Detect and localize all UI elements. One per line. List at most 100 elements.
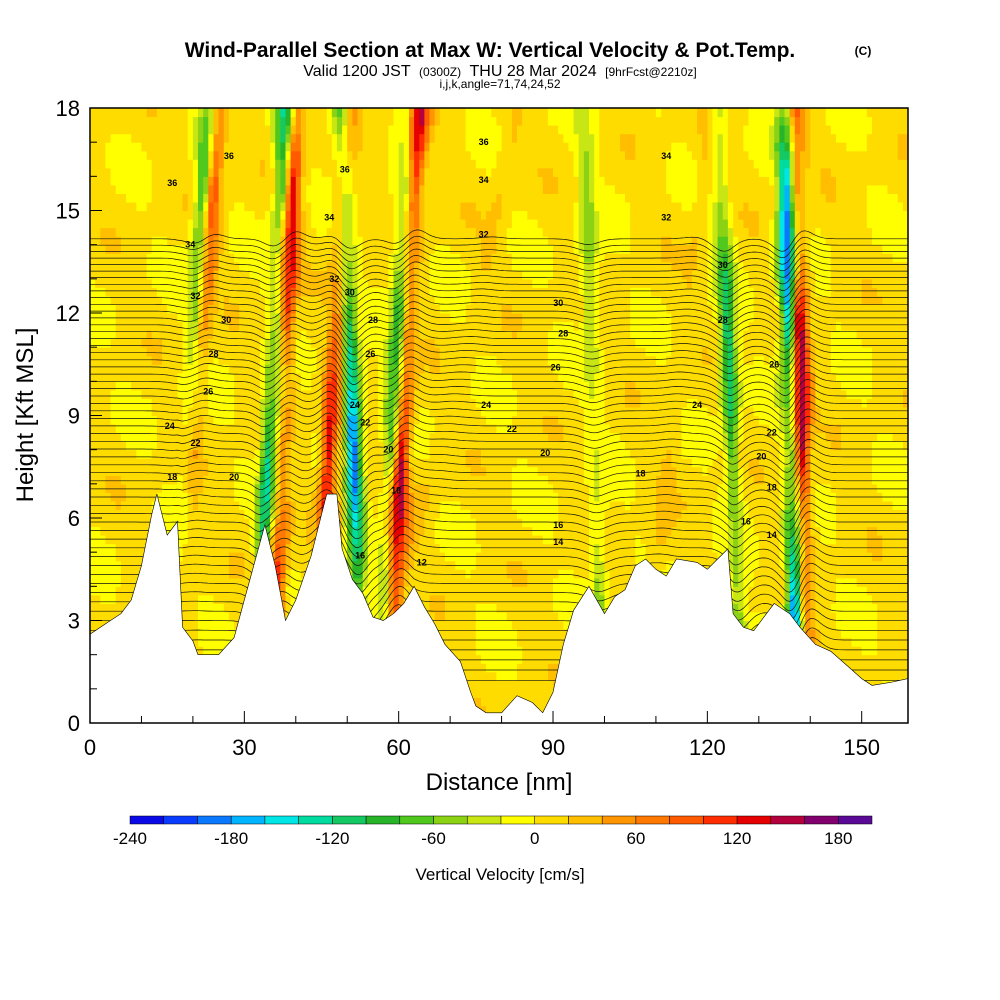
field-cell [254, 304, 261, 314]
field-cell [244, 569, 250, 579]
field-cell [378, 569, 384, 579]
field-cell [434, 432, 441, 442]
field-cell [285, 125, 292, 135]
field-cell [367, 603, 374, 613]
field-cell [203, 543, 209, 553]
field-cell [275, 176, 281, 186]
field-cell [151, 278, 158, 288]
field-cell [203, 594, 209, 604]
field-cell [126, 535, 132, 545]
field-cell [264, 432, 271, 442]
field-cell [95, 244, 101, 254]
field-cell [213, 535, 220, 545]
field-cell [234, 569, 240, 579]
field-cell [115, 432, 122, 442]
field-cell [347, 381, 353, 391]
field-cell [270, 441, 276, 451]
field-cell [146, 202, 153, 212]
field-cell [300, 398, 307, 408]
field-cell [203, 509, 209, 519]
field-cell [182, 483, 189, 493]
field-cell [120, 270, 127, 280]
field-cell [373, 458, 379, 468]
field-cell [373, 142, 379, 152]
field-cell [378, 321, 384, 331]
field-cell [105, 295, 112, 305]
field-cell [311, 347, 317, 357]
field-cell [306, 278, 312, 288]
field-cell [336, 278, 343, 288]
field-cell [203, 270, 209, 280]
field-cell [393, 278, 400, 288]
field-cell [146, 176, 153, 186]
field-cell [300, 142, 307, 152]
field-cell [342, 483, 348, 493]
field-cell [352, 407, 359, 417]
field-cell [445, 577, 451, 587]
field-cell [264, 167, 271, 177]
field-cell [367, 133, 374, 143]
field-cell [167, 518, 173, 528]
field-cell [198, 560, 204, 570]
field-cell [208, 483, 214, 493]
field-cell [388, 586, 395, 596]
field-cell [300, 475, 307, 485]
field-cell [131, 381, 137, 391]
field-cell [403, 244, 410, 254]
field-cell [409, 227, 415, 237]
field-cell [311, 261, 317, 271]
field-cell [213, 415, 220, 425]
field-cell [198, 424, 204, 434]
field-cell [115, 184, 122, 194]
field-cell [208, 253, 214, 263]
field-cell [264, 492, 271, 502]
field-cell [192, 389, 199, 399]
field-cell [398, 492, 405, 502]
field-cell [321, 125, 328, 135]
field-cell [167, 381, 173, 391]
field-cell [115, 603, 122, 613]
field-cell [172, 261, 178, 271]
field-cell [192, 159, 199, 169]
field-cell [167, 407, 173, 417]
field-cell [393, 150, 400, 160]
field-cell [198, 142, 204, 152]
field-cell [434, 150, 441, 160]
field-cell [156, 304, 163, 314]
field-cell [362, 210, 369, 220]
field-cell [208, 441, 214, 451]
field-cell [172, 287, 178, 297]
field-cell [383, 475, 389, 485]
field-cell [223, 415, 230, 425]
field-cell [198, 364, 204, 374]
field-cell [223, 483, 230, 493]
field-cell [409, 458, 415, 468]
field-cell [110, 270, 117, 280]
field-cell [182, 552, 189, 562]
field-cell [187, 227, 194, 237]
field-cell [167, 347, 173, 357]
field-cell [429, 125, 436, 135]
field-cell [203, 167, 209, 177]
field-cell [141, 509, 148, 519]
field-cell [419, 159, 425, 169]
field-cell [311, 483, 317, 493]
field-cell [378, 219, 384, 229]
field-cell [213, 142, 220, 152]
field-cell [90, 193, 96, 203]
field-cell [141, 270, 148, 280]
field-cell [264, 227, 271, 237]
field-cell [234, 210, 240, 220]
field-cell [383, 432, 389, 442]
field-cell [192, 603, 199, 613]
field-cell [285, 526, 292, 536]
field-cell [414, 398, 420, 408]
field-cell [373, 184, 379, 194]
field-cell [100, 518, 106, 528]
field-cell [146, 295, 153, 305]
field-cell [331, 441, 338, 451]
field-cell [434, 347, 441, 357]
field-cell [409, 424, 415, 434]
field-cell [321, 142, 328, 152]
field-cell [306, 432, 312, 442]
